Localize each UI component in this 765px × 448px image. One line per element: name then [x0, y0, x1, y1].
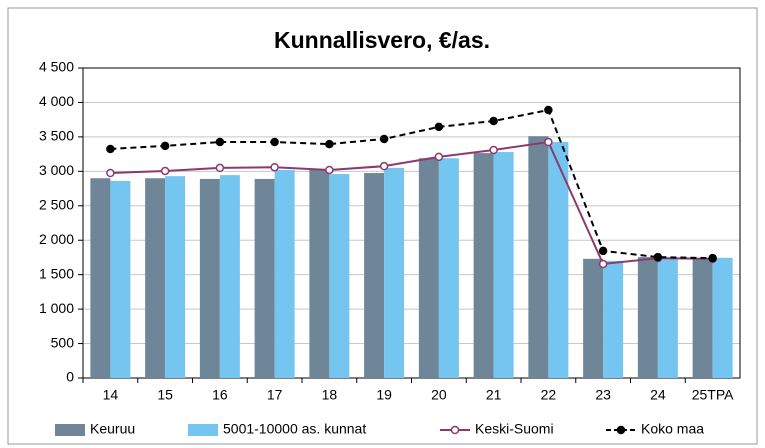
bar — [583, 258, 604, 378]
marker — [489, 145, 498, 155]
bar — [603, 260, 624, 378]
bar — [110, 180, 131, 378]
x-tick-label: 25TPA — [692, 387, 734, 403]
bar — [254, 178, 275, 378]
bar — [528, 136, 549, 378]
x-tick-label: 24 — [650, 387, 666, 403]
legend-label: Keski-Suomi — [475, 421, 554, 437]
marker — [598, 246, 608, 256]
marker — [160, 166, 170, 176]
line — [110, 140, 713, 266]
y-tick-label: 4 000 — [39, 93, 74, 109]
marker — [325, 139, 334, 149]
marker — [489, 116, 498, 126]
marker — [434, 152, 444, 162]
marker — [215, 137, 225, 147]
marker — [434, 122, 444, 132]
y-tick-label: 2 500 — [39, 196, 74, 212]
x-tick-label: 15 — [157, 387, 173, 403]
x-tick-label: 21 — [486, 387, 502, 403]
marker — [325, 165, 334, 175]
y-tick-label: 3 500 — [39, 128, 74, 144]
bar — [145, 178, 166, 378]
bar — [493, 152, 514, 378]
bar — [364, 173, 385, 378]
bar — [438, 158, 459, 378]
bar — [274, 169, 295, 378]
y-tick-label: 500 — [51, 334, 75, 350]
y-tick-label: 3 000 — [39, 162, 74, 178]
line — [110, 108, 713, 260]
x-tick-label: 17 — [267, 387, 283, 403]
x-tick-label: 20 — [431, 387, 447, 403]
bar — [219, 175, 240, 378]
legend-label: 5001-10000 as. kunnat — [223, 421, 366, 437]
y-tick-label: 1 500 — [39, 265, 74, 281]
marker — [379, 134, 389, 144]
marker — [106, 144, 115, 154]
chart-title: Kunnallisvero, €/as. — [274, 27, 490, 53]
bar — [418, 158, 439, 378]
bar — [637, 257, 658, 378]
bar — [90, 178, 111, 378]
marker — [270, 162, 279, 172]
marker — [379, 161, 389, 171]
bar — [657, 258, 678, 378]
bar — [473, 153, 494, 378]
marker — [106, 168, 115, 178]
bar — [384, 167, 405, 378]
legend-label: Koko maa — [641, 421, 704, 437]
x-tick-label: 16 — [212, 387, 228, 403]
bar — [548, 142, 569, 378]
y-tick-label: 4 500 — [39, 59, 74, 75]
legend-marker — [450, 425, 460, 435]
bar — [199, 178, 220, 378]
marker — [598, 259, 608, 269]
legend-marker — [616, 425, 626, 435]
bar — [165, 176, 186, 378]
marker — [544, 137, 553, 147]
marker — [215, 163, 225, 173]
y-tick-label: 0 — [66, 369, 74, 385]
x-tick-label: 22 — [541, 387, 557, 403]
marker — [708, 253, 717, 263]
x-tick-label: 19 — [376, 387, 392, 403]
bar — [329, 174, 350, 378]
marker — [544, 105, 553, 115]
marker — [653, 252, 663, 262]
x-tick-label: 14 — [103, 387, 119, 403]
x-tick-label: 18 — [322, 387, 338, 403]
legend-label: Keuruu — [90, 421, 135, 437]
y-tick-label: 2 000 — [39, 231, 74, 247]
marker — [160, 141, 170, 151]
marker — [270, 137, 279, 147]
legend-swatch — [188, 424, 218, 436]
bar — [309, 169, 330, 378]
y-tick-label: 1 000 — [39, 300, 74, 316]
bar — [712, 257, 733, 378]
legend-swatch — [55, 424, 85, 436]
x-tick-label: 23 — [595, 387, 611, 403]
bar — [692, 258, 713, 378]
